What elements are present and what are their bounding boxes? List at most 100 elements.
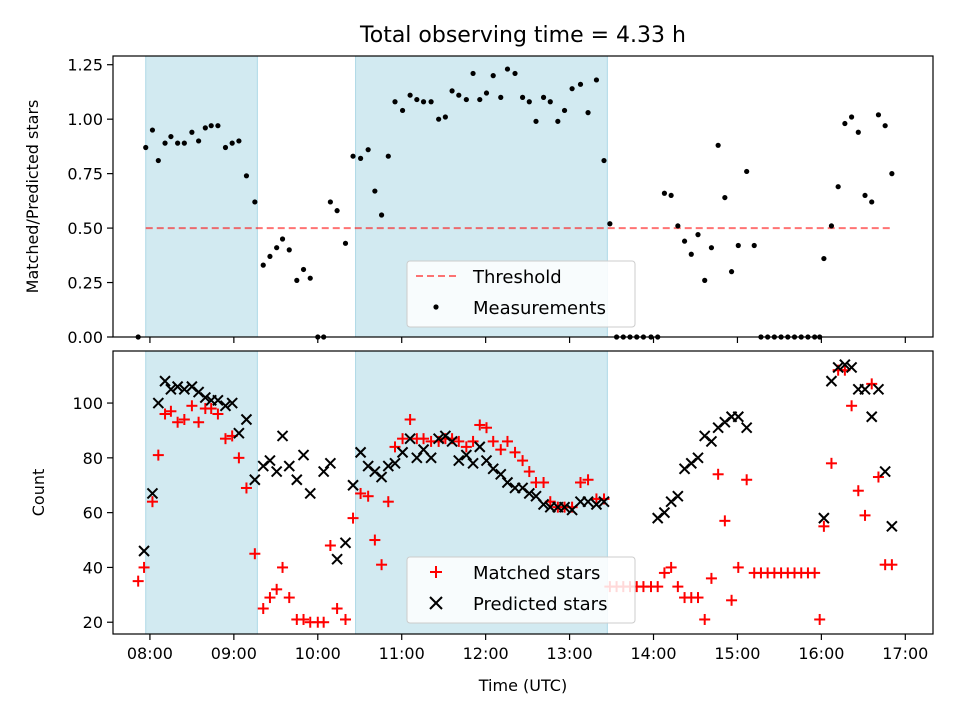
top-legend: Threshold Measurements	[406, 260, 636, 328]
legend-matched-label: Matched stars	[473, 563, 600, 584]
matched-star-point	[240, 482, 252, 494]
matched-star-point	[582, 474, 594, 486]
top-legend-box	[406, 260, 636, 328]
measurement-point	[477, 96, 483, 103]
y-tick-label: 1.00	[67, 110, 103, 129]
measurement-point	[414, 96, 420, 103]
measurement-point	[848, 114, 855, 120]
matched-star-point	[362, 490, 374, 502]
measurement-point	[267, 253, 273, 260]
top-x-ticks	[149, 337, 906, 343]
predicted-star-point	[212, 394, 224, 407]
matched-star-point	[389, 441, 401, 453]
predicted-star-point	[171, 380, 184, 393]
x-tick-label: 11:00	[379, 644, 425, 663]
matched-star-point	[159, 408, 171, 420]
measurement-point	[821, 255, 827, 262]
predicted-star-point	[354, 446, 367, 459]
matched-star-point	[487, 435, 499, 447]
measurement-point	[593, 77, 600, 83]
measurement-point	[260, 262, 266, 268]
measurement-point	[436, 116, 442, 122]
measurement-point	[695, 232, 701, 238]
measurement-point	[463, 96, 469, 103]
predicted-star-point	[240, 413, 253, 426]
measurement-point	[334, 208, 340, 214]
predicted-star-point	[839, 358, 851, 371]
matched-star-point	[719, 515, 731, 527]
matched-star-point	[509, 446, 521, 458]
matched-star-point	[818, 520, 830, 532]
matched-star-point	[277, 561, 289, 573]
measurement-point	[215, 123, 221, 129]
measurement-point	[889, 171, 895, 177]
measurement-point	[490, 73, 496, 79]
measurement-point	[407, 92, 413, 98]
predicted-star-point	[159, 375, 171, 387]
measurement-point	[327, 199, 333, 205]
predicted-star-point	[283, 460, 295, 472]
predicted-star-point	[501, 476, 514, 489]
matched-star-point	[866, 378, 878, 390]
matched-star-point	[193, 416, 205, 428]
top-y-axis-label: Matched/Predicted stars	[23, 100, 42, 294]
measurement-point	[307, 275, 313, 281]
measurement-point	[585, 110, 591, 116]
matched-star-point	[233, 452, 245, 464]
matched-star-point	[741, 474, 753, 486]
measurement-point	[372, 188, 378, 194]
predicted-star-point	[178, 383, 191, 396]
predicted-star-point	[347, 479, 359, 491]
measurement-point	[168, 133, 174, 140]
predicted-star-point	[324, 457, 337, 470]
bottom-y-axis-label: Count	[29, 469, 48, 517]
matched-star-point	[132, 575, 144, 587]
predicted-star-point	[732, 411, 744, 423]
matched-star-point	[212, 408, 224, 420]
measurement-point	[555, 118, 561, 124]
measurement-point	[577, 81, 584, 87]
count-panel: 20 40 60 80 100 08:00 09:00 10:00 11:00 12:00 13:…	[29, 350, 934, 695]
matched-star-point	[665, 561, 677, 573]
measurement-point	[661, 190, 668, 196]
measurement-point	[202, 125, 208, 131]
measurement-point	[252, 199, 258, 205]
predicted-star-point	[304, 487, 316, 500]
x-tick-label: 09:00	[211, 644, 257, 663]
matched-star-point	[178, 413, 190, 425]
predicted-star-point	[264, 454, 276, 467]
measurement-point	[162, 140, 168, 146]
measurement-point	[561, 107, 568, 114]
legend-predicted-label: Predicted stars	[473, 594, 607, 615]
predicted-star-point	[453, 454, 465, 467]
matched-star-point	[809, 567, 821, 579]
measurement-point	[533, 118, 539, 124]
ratio-panel: 0.00 0.25 0.50 0.75 1.00 1.25 Matched/Predict…	[23, 55, 934, 347]
y-tick-label: 0.25	[67, 274, 103, 293]
predicted-star-point	[480, 454, 493, 467]
matched-star-point	[825, 457, 837, 469]
predicted-star-point	[146, 487, 159, 500]
matched-star-point	[886, 559, 898, 571]
predicted-star-point	[523, 487, 536, 500]
matched-star-point	[814, 613, 826, 625]
predicted-star-point	[818, 512, 830, 524]
predicted-star-point	[598, 495, 610, 508]
matched-star-point	[298, 613, 310, 625]
matched-star-point	[186, 400, 198, 412]
predicted-star-point	[138, 545, 150, 557]
predicted-star-point	[467, 457, 479, 470]
matched-star-point	[376, 559, 388, 571]
measurement-point	[744, 168, 750, 175]
matched-star-point	[480, 422, 492, 434]
matched-star-point	[324, 540, 336, 552]
bottom-legend-box	[406, 556, 636, 624]
predicted-star-point	[886, 520, 898, 533]
measurement-point	[286, 247, 292, 253]
top-y-ticks: 0.00 0.25 0.50 0.75 1.00 1.25	[67, 56, 113, 347]
predicted-star-point	[866, 411, 878, 423]
measurement-point	[526, 99, 532, 105]
measurement-point	[681, 238, 688, 244]
measurement-point	[365, 147, 371, 153]
matched-star-point	[397, 433, 409, 445]
